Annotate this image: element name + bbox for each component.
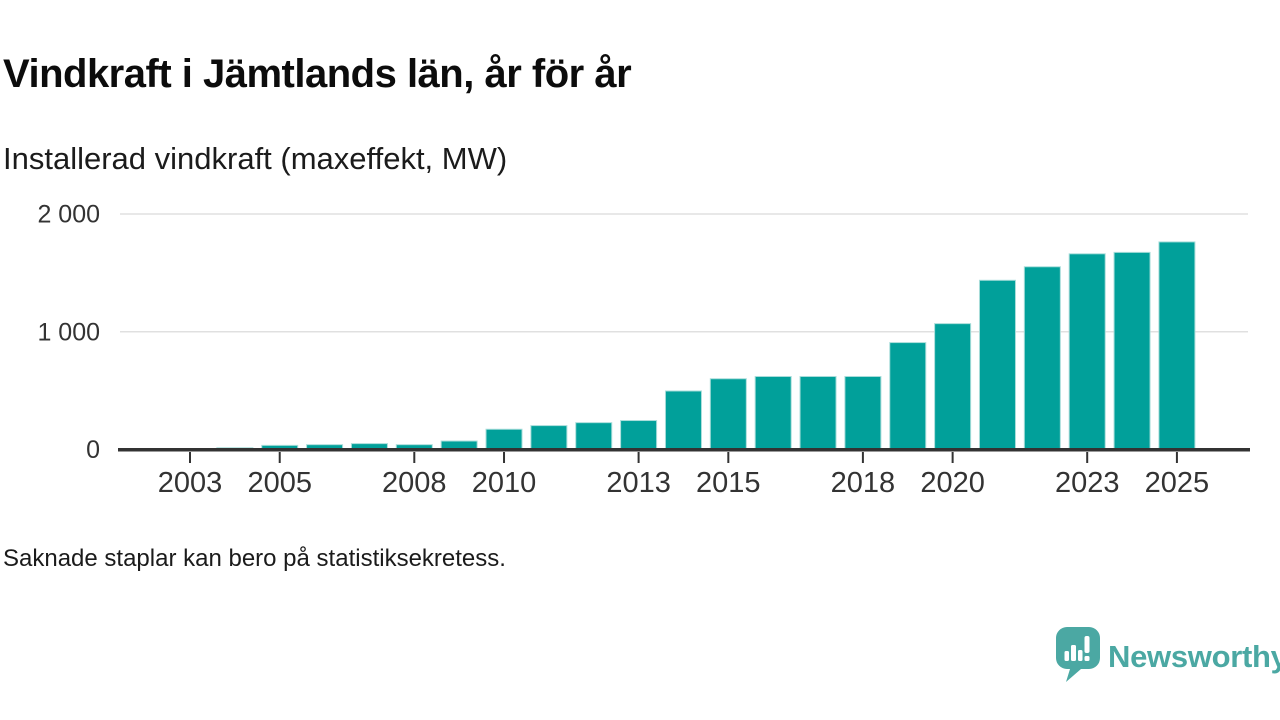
bar-2015	[709, 378, 747, 450]
bar-2016	[754, 375, 792, 450]
x-tick-label-2008: 2008	[382, 467, 447, 499]
bar-2013	[620, 420, 658, 451]
chart-subtitle: Installerad vindkraft (maxeffekt, MW)	[3, 141, 508, 176]
y-tick-label-2000: 2 000	[37, 201, 100, 229]
chart-footnote: Saknade staplar kan bero på statistiksek…	[3, 545, 506, 572]
chart-title: Vindkraft i Jämtlands län, år för år	[3, 52, 632, 96]
x-tick-label-2018: 2018	[831, 467, 896, 499]
bar-2011	[530, 425, 568, 450]
y-tick-label-1000: 1 000	[37, 318, 100, 346]
bar-2022	[1023, 266, 1061, 451]
x-tick-label-2023: 2023	[1055, 467, 1120, 499]
x-tick-label-2025: 2025	[1145, 467, 1210, 499]
x-tick-label-2005: 2005	[247, 467, 312, 499]
bar-2012	[575, 422, 613, 451]
x-tick-label-2020: 2020	[920, 467, 985, 499]
x-axis-line	[118, 448, 1250, 452]
bar-2018	[844, 375, 882, 450]
bar-chart: 0 1 000 2 000 2003 2005 2008 2010 2013 2015 2018 2…	[37, 201, 1250, 499]
newsworthy-logo: Newsworthy	[1052, 624, 1280, 684]
bar-2019	[889, 342, 927, 451]
bar-2025	[1158, 241, 1196, 450]
bar-2024	[1113, 251, 1151, 450]
newsworthy-speech-bubble-chart-icon	[1056, 627, 1100, 682]
bar-2017	[799, 375, 837, 450]
bar-2014	[664, 390, 702, 450]
x-tick-label-2015: 2015	[696, 467, 761, 499]
bar-2010	[485, 428, 523, 451]
brand-wordmark: Newsworthy	[1108, 639, 1280, 674]
x-tick-label-2003: 2003	[158, 467, 223, 499]
x-tick-label-2010: 2010	[472, 467, 537, 499]
y-tick-label-0: 0	[86, 436, 100, 464]
x-tick-label-2013: 2013	[606, 467, 671, 499]
bar-2020	[934, 323, 972, 450]
bar-2023	[1068, 253, 1106, 450]
bar-2021	[978, 279, 1016, 450]
